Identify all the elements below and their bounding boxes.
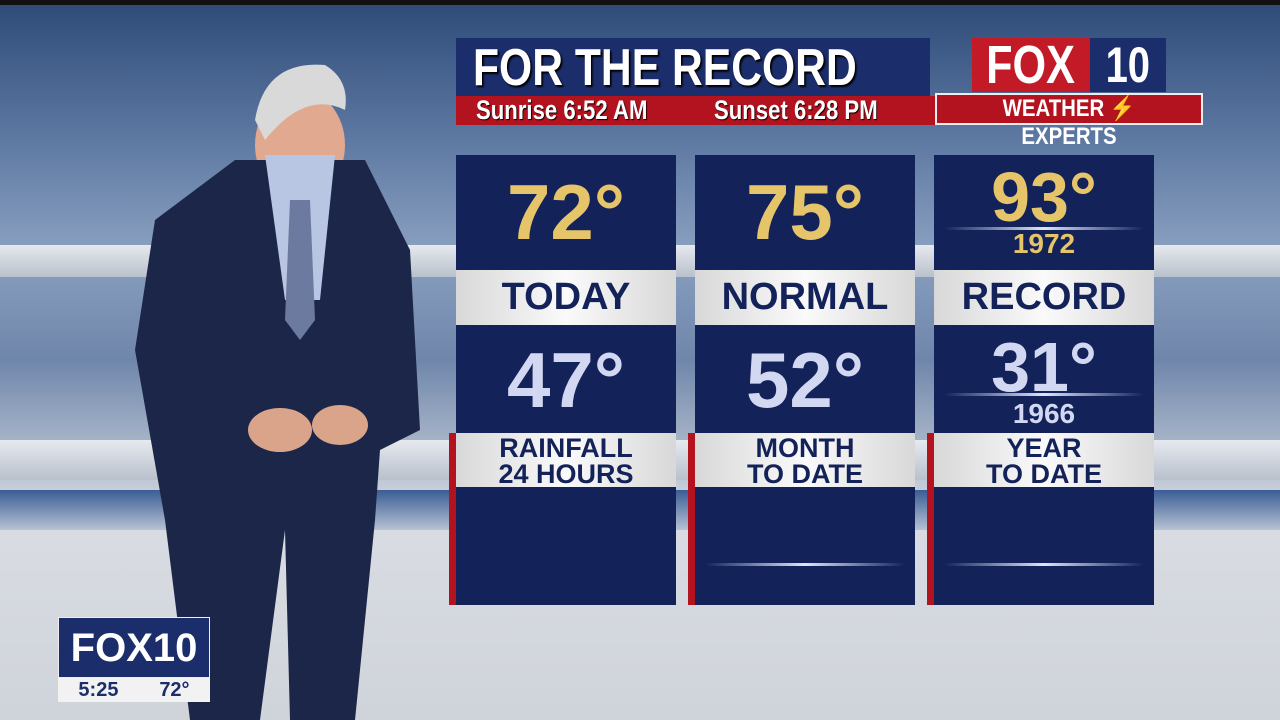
record-low-year: 1966: [1012, 398, 1076, 429]
sunset-time: Sunset 6:28 PM: [714, 95, 878, 125]
lightning-bolt-icon: ⚡: [1104, 95, 1136, 122]
today-column: 72° TODAY 47° RAINFALL 24 HOURS: [449, 155, 676, 605]
header-bar: [456, 38, 930, 96]
normal-column: 75° NORMAL 52° MONTH TO DATE: [688, 155, 915, 605]
month-to-date-label: MONTH TO DATE: [695, 433, 915, 488]
channel-number: 10: [1090, 38, 1166, 92]
weather-experts-badge: WEATHER ⚡ EXPERTS: [935, 93, 1203, 150]
normal-high: 75°: [746, 168, 864, 256]
sunrise-time: Sunrise 6:52 AM: [476, 95, 648, 125]
sun-times-bar: [456, 96, 936, 125]
page-title: FOR THE RECORD: [473, 39, 857, 97]
record-high: 93°: [991, 158, 1097, 236]
record-column: 93° 1972 RECORD 31° 1966 YEAR TO DATE: [927, 155, 1154, 605]
today-high: 72°: [507, 168, 625, 256]
year-to-date-label: YEAR TO DATE: [934, 433, 1154, 488]
meteorologist: [135, 64, 420, 720]
year-to-date-value: [934, 487, 1154, 605]
today-low: 47°: [507, 336, 625, 424]
station-bug: FOX10 5:25 72°: [58, 617, 210, 702]
record-high-year: 1972: [1012, 228, 1076, 259]
record-label: RECORD: [934, 270, 1154, 325]
station-logo: FOX10: [58, 617, 210, 678]
current-temp: 72°: [159, 679, 190, 701]
top-border: [0, 0, 1280, 5]
normal-label: NORMAL: [695, 270, 915, 325]
month-to-date-value: [695, 487, 915, 605]
today-label: TODAY: [456, 270, 676, 325]
fox-logo: FOX: [972, 38, 1090, 92]
current-time: 5:25: [78, 679, 119, 701]
rainfall-value: [456, 487, 676, 605]
normal-low: 52°: [746, 336, 864, 424]
rainfall-label: RAINFALL 24 HOURS: [456, 433, 676, 488]
